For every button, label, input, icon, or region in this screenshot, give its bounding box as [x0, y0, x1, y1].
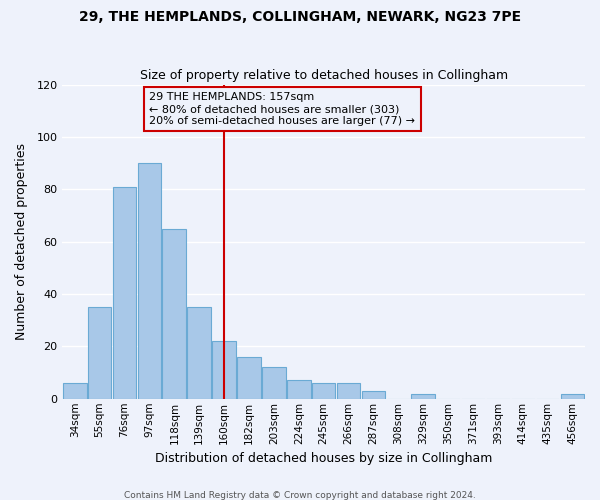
Text: 29, THE HEMPLANDS, COLLINGHAM, NEWARK, NG23 7PE: 29, THE HEMPLANDS, COLLINGHAM, NEWARK, N…: [79, 10, 521, 24]
Bar: [237, 357, 261, 399]
Bar: [88, 307, 112, 399]
Bar: [561, 394, 584, 399]
Bar: [362, 391, 385, 399]
Bar: [312, 383, 335, 399]
Bar: [337, 383, 361, 399]
Bar: [412, 394, 435, 399]
X-axis label: Distribution of detached houses by size in Collingham: Distribution of detached houses by size …: [155, 452, 493, 465]
Bar: [137, 163, 161, 399]
Title: Size of property relative to detached houses in Collingham: Size of property relative to detached ho…: [140, 69, 508, 82]
Y-axis label: Number of detached properties: Number of detached properties: [15, 143, 28, 340]
Text: Contains HM Land Registry data © Crown copyright and database right 2024.: Contains HM Land Registry data © Crown c…: [124, 490, 476, 500]
Bar: [63, 383, 86, 399]
Bar: [113, 186, 136, 399]
Bar: [262, 368, 286, 399]
Text: 29 THE HEMPLANDS: 157sqm
← 80% of detached houses are smaller (303)
20% of semi-: 29 THE HEMPLANDS: 157sqm ← 80% of detach…: [149, 92, 415, 126]
Bar: [187, 307, 211, 399]
Bar: [163, 228, 186, 399]
Bar: [287, 380, 311, 399]
Bar: [212, 341, 236, 399]
